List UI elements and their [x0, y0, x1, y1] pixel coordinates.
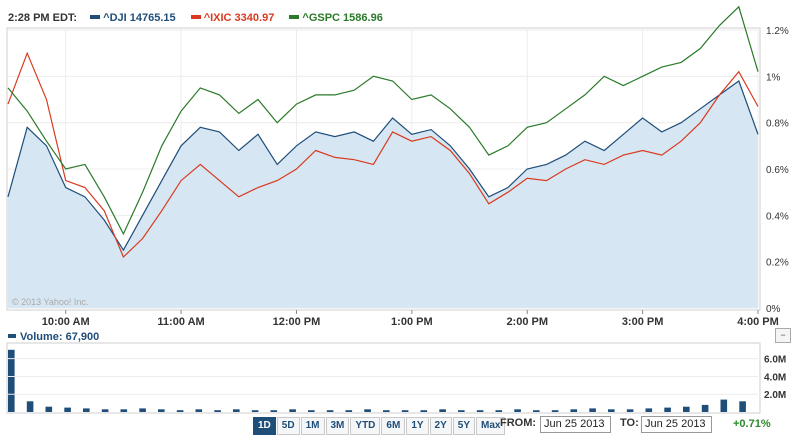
- range-selector: 1D 5D 1M 3M YTD 6M 1Y 2Y 5Y Max: [253, 417, 506, 435]
- volume-bar: [364, 409, 371, 412]
- legend-swatch-ixic: [190, 15, 201, 20]
- y-tick-label: 1%: [766, 72, 781, 83]
- volume-bar: [214, 410, 221, 412]
- series-line-ixic[interactable]: [7, 51, 759, 259]
- y-tick-label: 0.4%: [766, 211, 789, 222]
- from-date-input[interactable]: Jun 25 2013: [540, 416, 611, 433]
- y-tick-label: 0.2%: [766, 258, 789, 269]
- volume-bar: [176, 410, 184, 412]
- volume-bar: [64, 407, 71, 412]
- volume-bar: [720, 399, 728, 412]
- range-button-5d[interactable]: 5D: [276, 417, 300, 435]
- volume-bar: [439, 409, 446, 412]
- volume-bar: [664, 407, 671, 412]
- x-tick-label: 12:00 PM: [273, 316, 321, 328]
- x-tick-label: 3:00 PM: [622, 316, 664, 328]
- volume-bar: [345, 410, 353, 412]
- range-button-max[interactable]: Max: [476, 417, 506, 435]
- legend-swatch-gspc: [289, 15, 300, 20]
- to-date-input[interactable]: Jun 25 2013: [641, 416, 712, 433]
- y-tick-label: 0.6%: [766, 165, 789, 176]
- volume-bar: [495, 410, 503, 412]
- volume-tick-label: 6.0M: [764, 355, 786, 366]
- x-tick-label: 11:00 AM: [157, 316, 204, 328]
- volume-frame: [6, 342, 761, 414]
- x-tick-label: 4:00 PM: [737, 316, 779, 328]
- minus-icon[interactable]: −: [775, 328, 791, 343]
- volume-bar: [626, 409, 634, 412]
- legend-swatch-dji: [90, 15, 101, 20]
- y-tick-label: 0.8%: [766, 119, 789, 130]
- range-button-1d[interactable]: 1D: [253, 417, 276, 435]
- legend-item-gspc[interactable]: ^GSPC 1586.96: [302, 12, 383, 24]
- volume-bar: [270, 410, 278, 412]
- chart-legend: 2:28 PM EDT: ^DJI 14765.15 ^IXIC 3340.97…: [8, 12, 389, 24]
- volume-bar: [551, 410, 559, 412]
- series-area-dji: [8, 81, 758, 308]
- volume-label: Volume: 67,900: [8, 331, 99, 343]
- range-button-5y[interactable]: 5Y: [452, 417, 476, 435]
- y-tick-label: 0%: [766, 304, 781, 315]
- legend-time: 2:28 PM EDT:: [8, 12, 78, 24]
- volume-bar: [289, 409, 296, 412]
- volume-bar: [139, 408, 146, 412]
- volume-bar: [401, 410, 409, 412]
- volume-bar: [739, 401, 746, 412]
- volume-bar: [420, 410, 428, 412]
- volume-bar: [608, 409, 615, 412]
- volume-bar: [158, 409, 165, 412]
- volume-bar: [8, 349, 15, 412]
- to-label: TO:: [620, 417, 639, 429]
- volume-bar: [383, 410, 390, 412]
- volume-bar: [683, 406, 690, 412]
- volume-bar: [476, 410, 484, 412]
- volume-bar: [83, 408, 90, 412]
- range-button-3m[interactable]: 3M: [325, 417, 350, 435]
- x-tick-label: 10:00 AM: [42, 316, 90, 328]
- y-tick-label: 1.2%: [766, 26, 789, 37]
- volume-value: Volume: 67,900: [20, 331, 100, 343]
- range-button-2y[interactable]: 2Y: [429, 417, 452, 435]
- volume-bar: [120, 409, 128, 412]
- volume-bar: [458, 410, 465, 412]
- volume-bar: [589, 408, 596, 412]
- volume-bar: [701, 404, 709, 412]
- range-button-6m[interactable]: 6M: [381, 417, 406, 435]
- volume-bar: [233, 409, 240, 412]
- series-line-dji[interactable]: [7, 80, 759, 252]
- volume-chart: 6.0M 4.0M 2.0M: [6, 342, 786, 414]
- volume-swatch: [8, 334, 16, 339]
- range-button-1y[interactable]: 1Y: [406, 417, 429, 435]
- volume-bar: [308, 410, 315, 412]
- range-button-ytd[interactable]: YTD: [350, 417, 381, 435]
- series-line-gspc[interactable]: [7, 5, 759, 236]
- volume-bar: [645, 408, 653, 412]
- volume-tick-label: 2.0M: [764, 390, 786, 401]
- range-button-1m[interactable]: 1M: [300, 417, 325, 435]
- price-chart[interactable]: 1.2% 1% 0.8% 0.6% 0.4% 0.2% 0% 10:00 AM 11:00 A…: [0, 0, 797, 330]
- from-label: FROM:: [500, 417, 537, 429]
- volume-bar: [45, 406, 53, 412]
- volume-bar: [26, 401, 34, 412]
- volume-bar: [101, 409, 109, 412]
- volume-bar: [514, 409, 521, 412]
- volume-bar: [570, 409, 578, 412]
- volume-bar: [195, 409, 203, 412]
- volume-bar: [326, 410, 334, 412]
- legend-item-dji[interactable]: ^DJI 14765.15: [103, 12, 176, 24]
- volume-tick-label: 4.0M: [764, 372, 786, 383]
- legend-item-ixic[interactable]: ^IXIC 3340.97: [203, 12, 275, 24]
- copyright-text: © 2013 Yahoo! Inc.: [12, 297, 88, 307]
- change-value: +0.71%: [733, 418, 771, 430]
- x-tick-label: 1:00 PM: [391, 316, 433, 328]
- x-tick-label: 2:00 PM: [506, 316, 548, 328]
- volume-bar: [251, 410, 259, 412]
- volume-bar: [533, 410, 540, 412]
